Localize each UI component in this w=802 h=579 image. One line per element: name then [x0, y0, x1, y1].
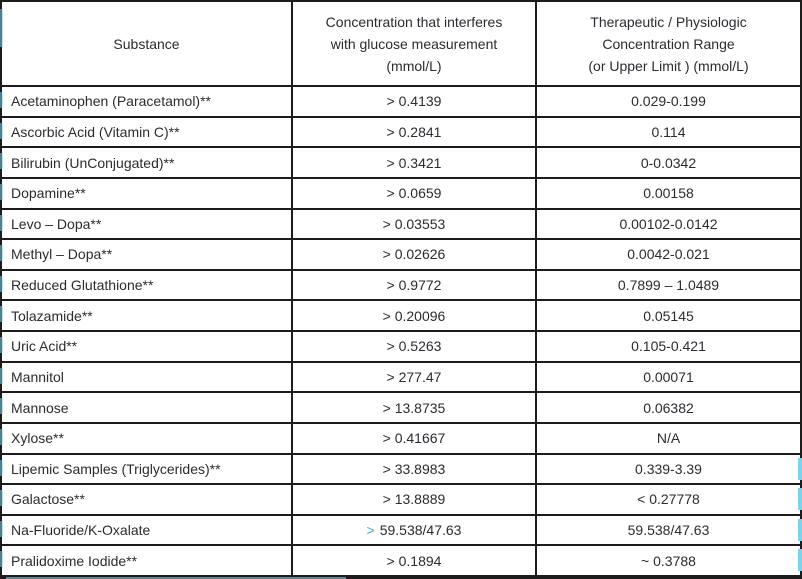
range-cell: 0.0042-0.021: [627, 246, 710, 263]
interference-cell: > 0.20096: [293, 301, 537, 330]
table-row: Pralidoxime Iodide** > 0.1894 ~ 0.3788: [0, 546, 802, 577]
substance-cell: Mannitol: [2, 362, 293, 392]
table-row: Mannitol > 277.47 0.00071: [0, 362, 800, 394]
range-cell: ~ 0.3788: [641, 552, 696, 569]
table-row: Methyl – Dopa** > 0.02626 0.0042-0.021: [0, 240, 800, 271]
interference-cell: > 0.3421: [293, 148, 537, 177]
interference-cell: > 277.47: [293, 362, 537, 392]
substance-cell: Pralidoxime Iodide**: [2, 546, 293, 575]
range-cell: 0.114: [651, 123, 686, 140]
interference-cell: > 13.8735: [293, 393, 537, 422]
interference-cell: > 0.41667: [293, 423, 537, 453]
interference-cell: > 0.2841: [293, 117, 537, 147]
header-range-line1: Therapeutic / Physiologic: [590, 13, 747, 30]
range-cell: 0-0.0342: [640, 154, 697, 171]
interference-cell: > 0.4139: [293, 87, 537, 116]
range-cell: 0.00102-0.0142: [619, 215, 718, 232]
range-cell: 0.00071: [643, 368, 694, 385]
range-cell: 0.06382: [643, 399, 694, 416]
substance-cell: Levo – Dopa**: [2, 209, 293, 239]
interference-cell: > 0.03553: [293, 209, 537, 239]
substance-cell: Acetaminophen (Paracetamol)**: [2, 87, 293, 116]
interference-cell: > 13.8889: [293, 485, 537, 514]
table-row: Ascorbic Acid (Vitamin C)** > 0.2841 0.1…: [0, 117, 800, 149]
substance-cell: Galactose**: [2, 485, 293, 514]
substance-cell: Dopamine**: [2, 178, 293, 208]
substance-cell: Ascorbic Acid (Vitamin C)**: [2, 117, 293, 147]
substance-cell: Na-Fluoride/K-Oxalate: [2, 515, 293, 545]
range-cell: 0.339-3.39: [635, 460, 702, 477]
table-row: Tolazamide** > 0.20096 0.05145: [0, 301, 800, 332]
table-row: Reduced Glutathione** > 0.9772 0.7899 – …: [0, 270, 800, 302]
header-range-line3: (or Upper Limit ) (mmol/L): [588, 57, 749, 74]
header-interference-line1: Concentration that interferes: [325, 13, 503, 30]
substance-cell: Lipemic Samples (Triglycerides)**: [2, 454, 293, 484]
range-cell: 59.538/47.63: [627, 522, 710, 539]
header-interference: Concentration that interferes with gluco…: [293, 2, 537, 85]
substance-cell: Bilirubin (UnConjugated)**: [2, 148, 293, 177]
interference-cell: > 33.8983: [293, 454, 537, 484]
range-cell: 0.7899 – 1.0489: [617, 277, 720, 294]
substance-cell: Xylose**: [2, 423, 293, 453]
table-row: Levo – Dopa** > 0.03553 0.00102-0.0142: [0, 209, 800, 241]
interference-cell: >59.538/47.63: [293, 515, 537, 545]
table-row: Bilirubin (UnConjugated)** > 0.3421 0-0.…: [0, 148, 800, 179]
table-row: Galactose** > 13.8889 < 0.27778: [0, 485, 802, 516]
substance-cell: Reduced Glutathione**: [2, 270, 293, 300]
header-range: Therapeutic / Physiologic Concentration …: [537, 2, 800, 85]
header-range-line2: Concentration Range: [602, 35, 735, 52]
table-header-row: Substance Concentration that interferes …: [0, 2, 800, 87]
interference-cell: > 0.02626: [293, 240, 537, 269]
range-cell: < 0.27778: [637, 491, 700, 508]
table-row: Uric Acid** > 0.5263 0.105-0.421: [0, 332, 800, 363]
table-row: Xylose** > 0.41667 N/A: [0, 423, 800, 455]
interference-cell: > 0.1894: [293, 546, 537, 575]
substance-cell: Methyl – Dopa**: [2, 240, 293, 269]
interference-cell: > 0.0659: [293, 178, 537, 208]
table-row: Acetaminophen (Paracetamol)** > 0.4139 0…: [0, 87, 800, 118]
interference-value: 59.538/47.63: [379, 522, 462, 539]
range-cell: 0.105-0.421: [631, 338, 706, 355]
table-row: Dopamine** > 0.0659 0.00158: [0, 178, 800, 210]
table-row: Na-Fluoride/K-Oxalate >59.538/47.63 59.5…: [0, 515, 802, 547]
header-interference-line3: (mmol/L): [386, 57, 442, 74]
range-cell: N/A: [656, 430, 681, 447]
header-interference-line2: with glucose measurement: [330, 35, 498, 52]
table-row: Mannose > 13.8735 0.06382: [0, 393, 800, 424]
header-substance: Substance: [2, 2, 293, 85]
interference-cell: > 0.5263: [293, 332, 537, 361]
header-substance-label: Substance: [113, 35, 180, 52]
substance-cell: Uric Acid**: [2, 332, 293, 361]
interference-cell: > 0.9772: [293, 270, 537, 300]
substance-cell: Mannose: [2, 393, 293, 422]
range-cell: 0.029-0.199: [631, 93, 706, 110]
table-row: Lipemic Samples (Triglycerides)** > 33.8…: [0, 454, 802, 486]
range-cell: 0.00158: [643, 185, 694, 202]
substance-cell: Tolazamide**: [2, 301, 293, 330]
greater-than-accent: >: [366, 522, 375, 539]
range-cell: 0.05145: [643, 307, 694, 324]
scan-artifact: [6, 577, 346, 579]
